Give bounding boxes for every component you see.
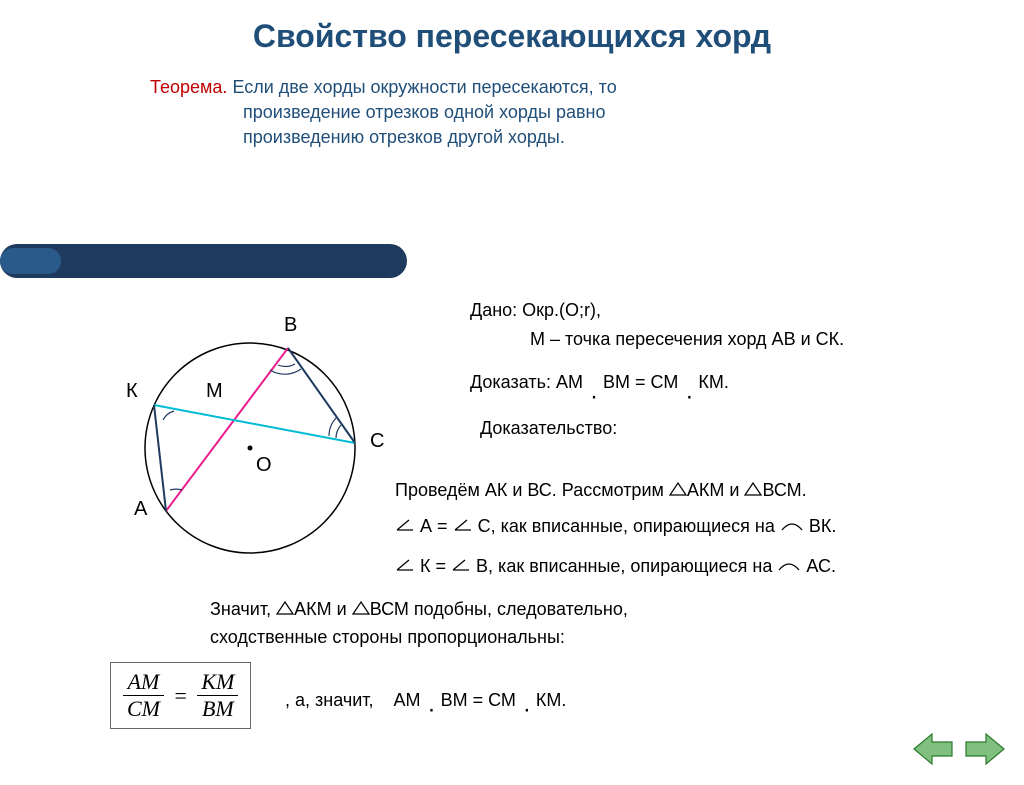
label-c: С <box>370 430 384 453</box>
label-b: В <box>284 314 297 337</box>
theorem-label: Теорема. <box>150 77 227 97</box>
proof-line1c: ВСМ. <box>762 480 806 500</box>
decorative-bar-outer <box>0 244 407 278</box>
triangle-icon <box>744 476 762 505</box>
given-label: Дано: <box>470 300 517 320</box>
formula-eq-m: ВМ = СМ <box>441 690 516 710</box>
prove-eq-m: ВМ = СМ <box>603 372 678 392</box>
proof-line2a: А = <box>420 516 448 536</box>
angle-icon <box>395 552 415 581</box>
conclusion-l2: сходственные стороны пропорциональны: <box>210 627 565 647</box>
frac1-den: CM <box>123 696 164 722</box>
prove-label: Доказать: <box>470 372 551 392</box>
formula-eq-l: АМ <box>394 690 421 710</box>
decorative-bar-inner <box>0 248 61 274</box>
theorem-line2: произведение отрезков одной хорды равно <box>243 102 605 122</box>
triangle-icon <box>276 596 294 623</box>
triangle-icon <box>669 476 687 505</box>
given-text2: М – точка пересечения хорд АВ и СК. <box>530 329 844 349</box>
proof-line3: К = В, как вписанные, опирающиеся на АС. <box>395 552 836 582</box>
conclusion-l1b: АКМ и <box>294 599 347 619</box>
frac2-den: BM <box>197 696 238 722</box>
formula-box: AM CM = KM BM <box>110 662 251 729</box>
geometry-diagram: В К М С А О <box>70 298 430 558</box>
prove-eq-r: КМ. <box>698 372 728 392</box>
proof-content: Дано: Окр.(О;r), М – точка пересечения х… <box>470 296 844 443</box>
proof-line1: Проведём АК и ВС. Рассмотрим АКМ и ВСМ. <box>395 476 807 506</box>
formula-after: , а, значит, <box>285 690 374 710</box>
conclusion-block: Значит, АКМ и ВСМ подобны, следовательно… <box>210 596 628 651</box>
label-o: О <box>256 454 272 477</box>
nav-next-button[interactable] <box>964 732 1006 771</box>
triangle-icon <box>352 596 370 623</box>
nav-buttons <box>906 732 1006 771</box>
arc-icon <box>777 552 801 581</box>
proof-line3a: К = <box>420 556 446 576</box>
theorem-block: Теорема. Если две хорды окружности перес… <box>150 75 1024 151</box>
proof-line1a: Проведём АК и ВС. Рассмотрим <box>395 480 664 500</box>
formula-conclusion: , а, значит, АМ ВМ = СМ КМ. <box>285 690 566 711</box>
conclusion-l1a: Значит, <box>210 599 271 619</box>
proof-line1b: АКМ и <box>687 480 740 500</box>
frac1-num: AM <box>123 669 164 696</box>
theorem-line3: произведению отрезков другой хорды. <box>243 127 565 147</box>
page-title: Свойство пересекающихся хорд <box>0 18 1024 55</box>
label-m: М <box>206 380 223 403</box>
given-text1: Окр.(О;r), <box>522 300 601 320</box>
frac2-num: KM <box>197 669 238 696</box>
nav-prev-button[interactable] <box>912 732 954 771</box>
conclusion-l1c: ВСМ подобны, следовательно, <box>370 599 628 619</box>
label-k: К <box>126 380 138 403</box>
proof-line2c: ВК. <box>809 516 837 536</box>
proof-line2: А = С, как вписанные, опирающиеся на ВК. <box>395 512 836 542</box>
angle-icon <box>395 512 415 541</box>
label-a: А <box>134 498 147 521</box>
arc-icon <box>780 512 804 541</box>
theorem-line1: Если две хорды окружности пересекаются, … <box>232 77 616 97</box>
formula-eq-r: КМ. <box>536 690 566 710</box>
proof-label: Доказательство: <box>480 418 617 438</box>
prove-eq-l: АМ <box>556 372 583 392</box>
angle-icon <box>451 552 471 581</box>
proof-line2b: С, как вписанные, опирающиеся на <box>478 516 775 536</box>
proof-line3b: В, как вписанные, опирающиеся на <box>476 556 772 576</box>
proof-line3c: АС. <box>806 556 836 576</box>
angle-icon <box>453 512 473 541</box>
